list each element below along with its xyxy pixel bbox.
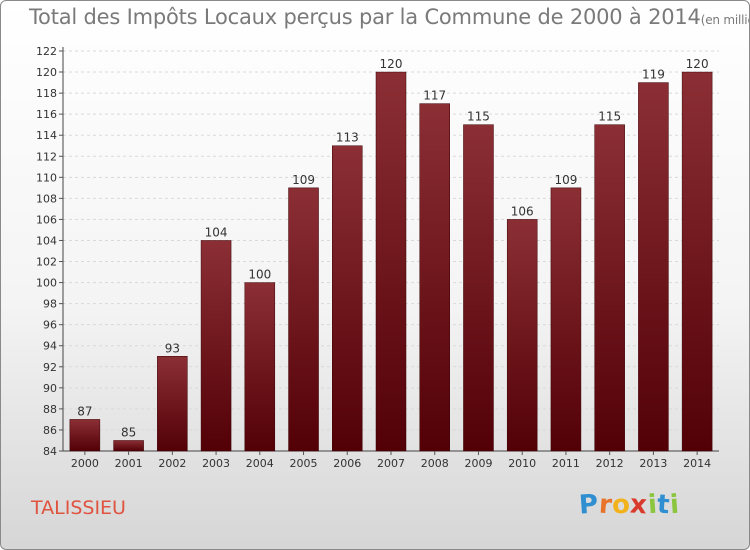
proxiti-logo: Proxiti <box>577 489 681 521</box>
data-label: 117 <box>423 89 446 103</box>
bar <box>113 440 144 452</box>
data-label: 109 <box>292 173 315 187</box>
x-tick-label: 2007 <box>377 457 405 470</box>
bar <box>244 282 276 452</box>
y-tick-label: 84 <box>43 445 57 458</box>
bar <box>69 419 101 452</box>
bar <box>419 103 450 452</box>
y-tick-label: 102 <box>36 256 57 269</box>
y-tick-label: 116 <box>36 108 57 121</box>
commune-name: TALISSIEU <box>31 497 126 519</box>
data-label: 104 <box>205 225 228 239</box>
logo-letter: i <box>668 489 681 521</box>
x-tick-label: 2003 <box>202 457 230 470</box>
data-label: 113 <box>336 131 359 145</box>
y-tick-label: 122 <box>36 45 57 58</box>
x-tick-label: 2008 <box>421 457 449 470</box>
data-label: 119 <box>642 68 665 82</box>
bar <box>550 187 582 452</box>
y-tick-label: 110 <box>36 171 57 184</box>
data-label: 115 <box>598 110 621 124</box>
logo-letter: x <box>629 489 649 521</box>
x-tick-label: 2004 <box>246 457 274 470</box>
data-label: 109 <box>554 173 577 187</box>
y-tick-label: 118 <box>36 87 57 100</box>
bar <box>200 240 232 452</box>
x-tick-label: 2006 <box>333 457 361 470</box>
bar <box>157 356 188 452</box>
y-tick-label: 100 <box>36 277 57 290</box>
bar <box>594 124 625 452</box>
data-label: 87 <box>77 404 92 418</box>
y-tick-label: 90 <box>43 382 57 395</box>
data-label: 120 <box>686 57 709 71</box>
y-tick-label: 92 <box>43 361 57 374</box>
x-tick-label: 2013 <box>639 457 667 470</box>
data-label: 120 <box>380 57 403 71</box>
data-label: 115 <box>467 110 490 124</box>
bar <box>288 187 319 452</box>
bar <box>375 71 407 452</box>
y-tick-label: 106 <box>36 213 57 226</box>
bar <box>463 124 494 452</box>
chart-title: Total des Impôts Locaux perçus par la Co… <box>29 5 749 29</box>
chart-unit: (en milliers d'€) <box>700 13 749 27</box>
bar <box>638 82 669 452</box>
logo-letter: P <box>577 489 600 521</box>
y-tick-label: 108 <box>36 192 57 205</box>
bar <box>506 219 538 452</box>
chart-title-text: Total des Impôts Locaux perçus par la Co… <box>29 5 701 29</box>
x-tick-label: 2014 <box>683 457 711 470</box>
y-tick-label: 86 <box>43 424 57 437</box>
y-tick-label: 112 <box>36 150 57 163</box>
x-tick-label: 2012 <box>596 457 624 470</box>
data-label: 100 <box>248 268 271 282</box>
bar <box>332 145 363 452</box>
y-tick-label: 104 <box>36 234 57 247</box>
x-tick-label: 2011 <box>552 457 580 470</box>
bar <box>681 71 713 452</box>
y-tick-label: 88 <box>43 403 57 416</box>
y-tick-label: 94 <box>43 340 57 353</box>
y-tick-label: 114 <box>36 129 57 142</box>
data-label: 85 <box>121 425 136 439</box>
x-tick-label: 2001 <box>115 457 143 470</box>
x-tick-label: 2005 <box>290 457 318 470</box>
data-label: 93 <box>165 341 180 355</box>
x-tick-label: 2002 <box>158 457 186 470</box>
x-tick-label: 2000 <box>71 457 99 470</box>
data-label: 106 <box>511 204 534 218</box>
y-tick-label: 98 <box>43 298 57 311</box>
x-tick-label: 2009 <box>464 457 492 470</box>
y-tick-label: 96 <box>43 319 57 332</box>
x-tick-label: 2010 <box>508 457 536 470</box>
y-tick-label: 120 <box>36 66 57 79</box>
